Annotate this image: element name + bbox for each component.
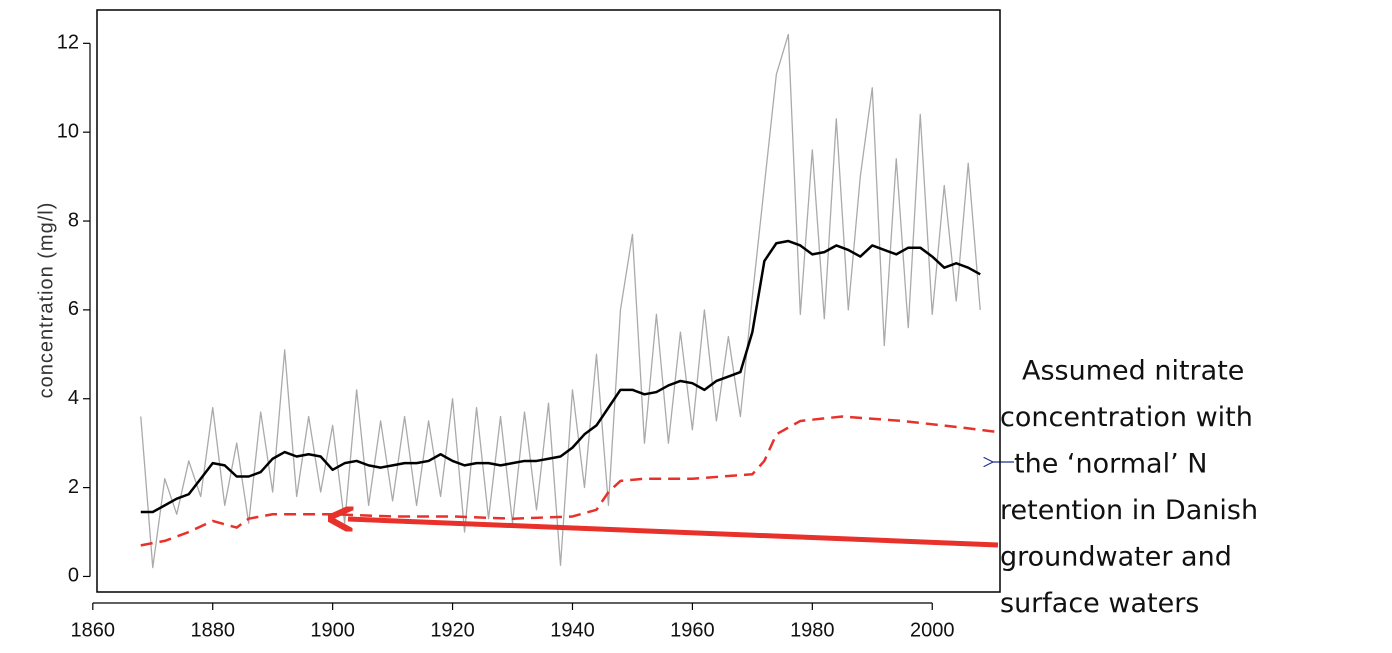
- y-tick-label: 4: [68, 387, 79, 409]
- y-tick-label: 0: [68, 565, 79, 587]
- y-tick-label: 12: [57, 32, 79, 54]
- data-line: [140, 33, 981, 569]
- x-tick-label: 1940: [550, 619, 595, 641]
- plot-area: [140, 33, 999, 569]
- annotation-line: surface waters: [1000, 588, 1199, 619]
- annotation-arrow: [348, 519, 999, 548]
- annotation-line: Assumed nitrate: [1022, 356, 1244, 387]
- y-tick-label: 6: [68, 298, 79, 320]
- x-tick-label: 2000: [910, 619, 955, 641]
- x-tick-label: 1960: [670, 619, 715, 641]
- plot-frame: [96, 9, 1001, 593]
- x-tick-label: 1880: [190, 619, 235, 641]
- annotation-line: groundwater and: [1000, 542, 1232, 573]
- x-tick-label: 1980: [790, 619, 835, 641]
- data-line: [140, 415, 999, 547]
- y-axis-label: concentration (mg/l): [35, 202, 57, 399]
- annotation-line: the ‘normal’ N: [1014, 449, 1207, 480]
- y-tick-label: 10: [57, 120, 79, 142]
- annotation-line: concentration with: [1000, 402, 1253, 433]
- annotation: Assumed nitrate concentration with the ‘no…: [1000, 356, 1258, 620]
- annotation-line: retention in Danish: [1000, 495, 1258, 526]
- y-tick-label: 2: [68, 476, 79, 498]
- x-tick-label: 1860: [71, 619, 116, 641]
- x-tick-label: 1920: [430, 619, 475, 641]
- y-tick-label: 8: [68, 209, 79, 231]
- data-line: [140, 239, 981, 514]
- x-tick-label: 1900: [310, 619, 355, 641]
